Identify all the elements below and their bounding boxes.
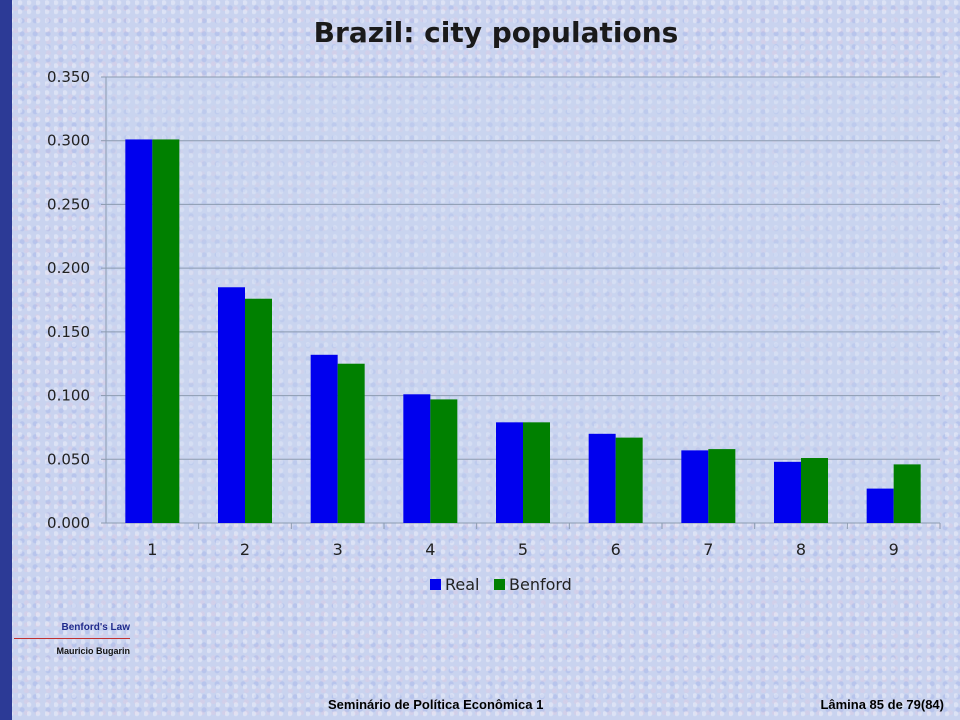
bar-benford-9 [893,464,921,523]
y-tick-label: 0.200 [47,259,90,277]
x-tick-label: 3 [333,540,343,559]
bar-real-5 [496,422,523,523]
chart-title: Brazil: city populations [313,16,679,49]
bar-real-1 [125,139,153,523]
legend-label-real: Real [445,575,480,594]
bar-real-9 [866,488,894,523]
x-tick-label: 7 [703,540,713,559]
sidebar-divider [14,638,130,639]
sidebar-topic: Benford's Law [61,622,131,633]
y-tick-label: 0.000 [47,514,90,532]
legend-label-benford: Benford [509,575,572,594]
legend-swatch-benford [494,579,505,590]
y-tick-label: 0.150 [47,323,90,341]
bar-real-4 [403,394,431,523]
bar-real-2 [218,287,245,523]
left-accent-bar [0,0,12,720]
sidebar-author: Mauricio Bugarin [56,646,130,656]
x-tick-label: 2 [240,540,250,559]
bar-benford-2 [245,298,272,523]
x-tick-label: 4 [425,540,435,559]
y-tick-label: 0.100 [47,387,90,405]
bar-benford-8 [801,458,828,523]
x-tick-label: 5 [518,540,528,559]
bar-benford-6 [615,437,643,523]
footer-course: Seminário de Política Econômica 1 [328,697,544,712]
bar-benford-1 [152,139,180,523]
x-tick-label: 6 [611,540,621,559]
footer-slide-number: Lâmina 85 de 79(84) [820,697,944,712]
y-tick-label: 0.300 [47,132,90,150]
bar-real-7 [681,450,709,523]
y-tick-label: 0.050 [47,450,90,468]
bar-benford-4 [430,399,458,523]
bar-benford-3 [337,363,365,523]
y-tick-label: 0.250 [47,195,90,213]
bar-real-6 [588,433,616,523]
y-tick-label: 0.350 [47,68,90,86]
x-tick-label: 9 [889,540,899,559]
bar-benford-5 [523,422,550,523]
legend-swatch-real [430,579,441,590]
bar-real-8 [774,461,801,523]
bar-benford-7 [708,449,736,523]
x-tick-label: 8 [796,540,806,559]
x-tick-label: 1 [147,540,157,559]
bar-real-3 [310,354,338,523]
